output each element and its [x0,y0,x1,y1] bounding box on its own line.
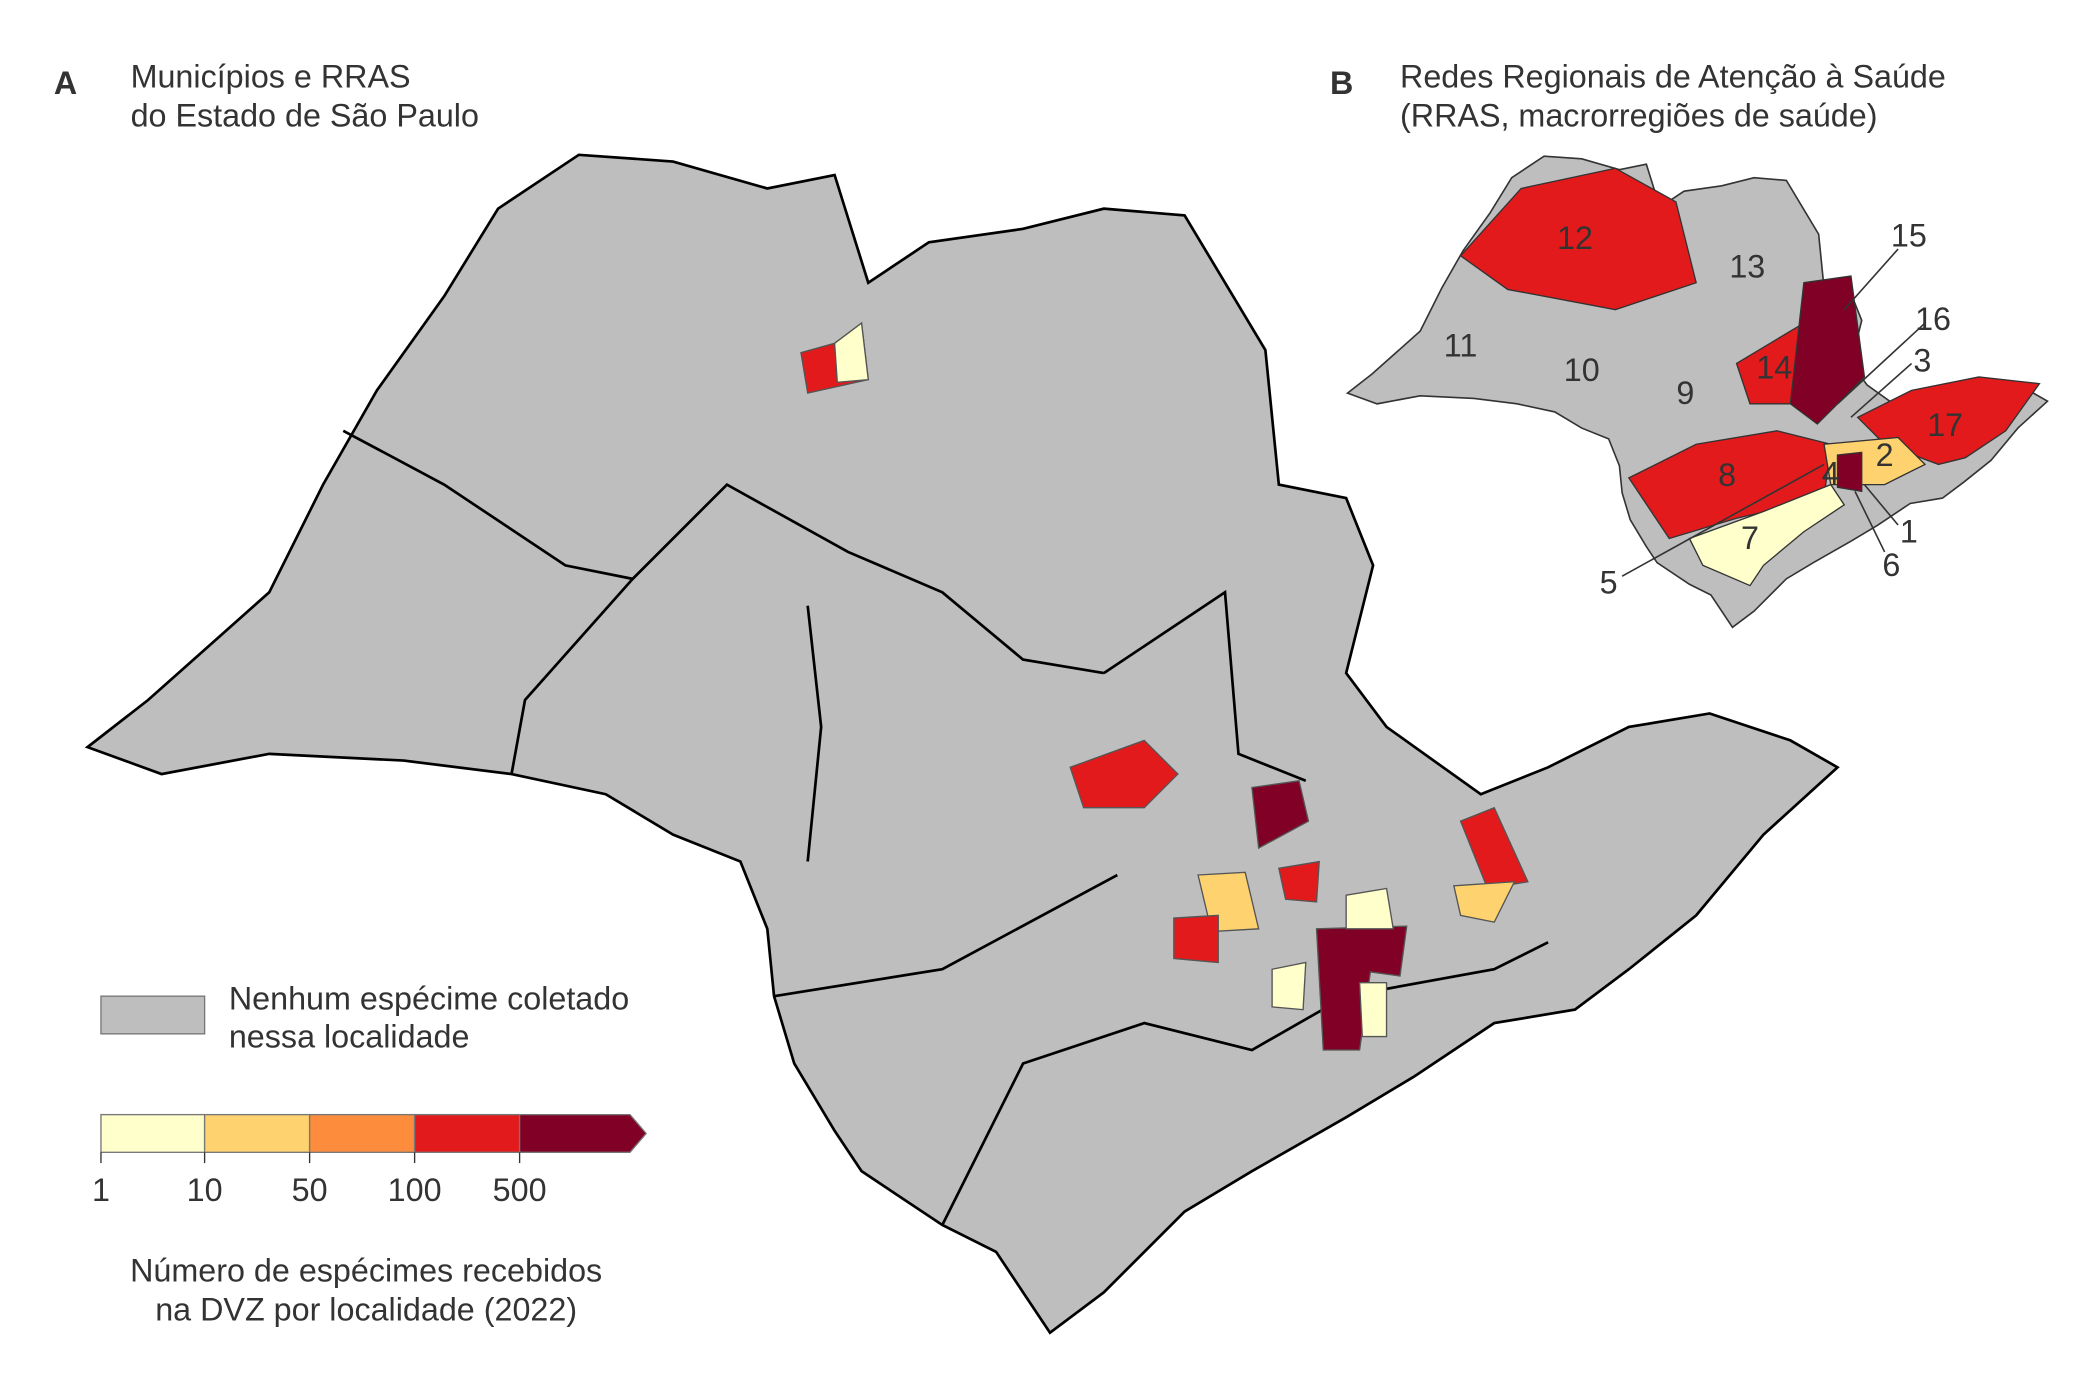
color-bin [413,1113,521,1153]
legend-title: na DVZ por localidade (2022) [155,1292,577,1328]
legend: 1 10 50 100 500 [92,995,648,1208]
panel-title: do Estado de São Paulo [131,98,479,134]
region-label: 17 [1927,407,1963,443]
region-label: 2 [1876,437,1894,473]
panel-letter: A [54,65,77,101]
region-label: 11 [1444,328,1478,364]
tick-label: 50 [292,1172,328,1208]
tick-label: 1 [92,1172,110,1208]
legend-title: Número de espécimes recebidos [130,1253,602,1289]
panel-title: Redes Regionais de Atenção à Saúde [1400,59,1946,95]
region-label: 15 [1891,217,1927,253]
color-bin [100,1113,206,1153]
region-label: 10 [1564,352,1600,388]
map-a [86,153,1839,1335]
no-data-swatch [100,995,206,1035]
map-b [1346,155,2049,629]
no-data-label: Nenhum espécime coletado [229,981,629,1017]
region-label: 5 [1600,565,1618,601]
color-bin [203,1113,311,1153]
region-label: 14 [1756,349,1792,385]
tick-label: 500 [493,1172,547,1208]
panel-letter: B [1330,65,1353,101]
panel-title: (RRAS, macrorregiões de saúde) [1400,98,1877,134]
region-label: 13 [1729,248,1765,284]
color-bin [518,1113,648,1153]
region-label: 12 [1557,220,1593,256]
region-label: 9 [1676,375,1694,411]
region-label: 1 [1900,514,1918,550]
tick-label: 100 [388,1172,442,1208]
region-label: 16 [1915,301,1951,337]
no-data-label: nessa localidade [229,1018,470,1054]
region-label: 8 [1718,457,1736,493]
region-label: 7 [1741,520,1759,556]
color-bin [308,1113,416,1153]
region-label: 3 [1913,343,1931,379]
tick-label: 10 [187,1172,223,1208]
panel-title: Municípios e RRAS [131,59,411,95]
region-label: 4 [1822,456,1840,492]
region-label: 6 [1882,547,1900,583]
